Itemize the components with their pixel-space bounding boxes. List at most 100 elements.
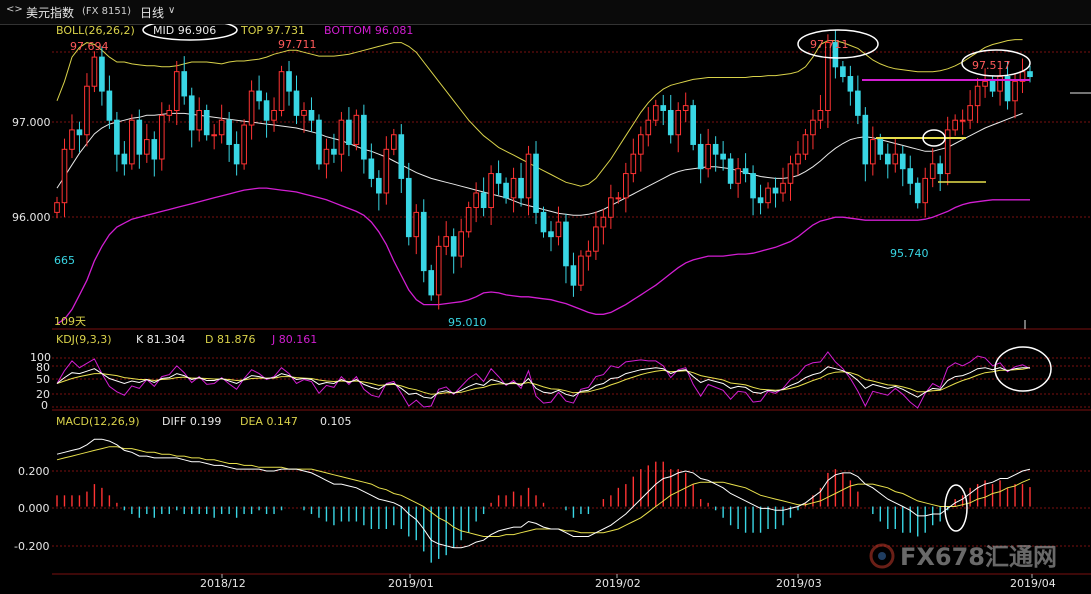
candle-body: [997, 76, 1003, 92]
candle: [735, 158, 741, 198]
candle-body: [413, 211, 420, 238]
candle-body: [503, 182, 509, 199]
candle: [368, 143, 375, 188]
candle-body: [293, 90, 300, 116]
candle-body: [346, 119, 352, 145]
candle: [151, 131, 158, 177]
candle: [540, 206, 547, 238]
candle-body: [697, 143, 704, 170]
candle-body: [817, 109, 824, 121]
candle-body: [675, 109, 682, 136]
candle-body: [518, 177, 524, 199]
candle: [742, 153, 749, 183]
candle-body: [899, 153, 906, 170]
candle-body: [690, 105, 697, 145]
candle: [503, 177, 509, 204]
candle: [76, 121, 83, 153]
boll-mid: MID 96.906: [153, 24, 216, 37]
candle-body: [129, 119, 135, 165]
candle: [136, 109, 143, 169]
macd-plot: [56, 438, 1031, 563]
candle-body: [121, 153, 128, 165]
candle: [593, 211, 599, 260]
candle-body: [937, 163, 944, 175]
candle: [495, 160, 502, 195]
period-select[interactable]: 日线: [140, 6, 165, 20]
back-arrows-icon[interactable]: <>: [6, 4, 23, 15]
candle-body: [608, 197, 614, 218]
candle-body: [623, 173, 629, 199]
candle: [91, 51, 98, 93]
candle: [196, 97, 203, 142]
candle: [420, 199, 427, 283]
candle-body: [151, 139, 158, 160]
candle: [667, 94, 674, 144]
candle-body: [286, 71, 292, 92]
candle-body: [780, 182, 786, 194]
candle-body: [952, 119, 958, 131]
candle-body: [435, 245, 442, 296]
candle-body: [578, 255, 584, 286]
kdj-tick-0: 0: [41, 399, 48, 412]
chevron-down-icon[interactable]: ∨: [168, 5, 176, 16]
candle: [316, 114, 322, 170]
macd-value: 0.105: [320, 415, 352, 428]
symbol-name: 美元指数: [26, 6, 75, 20]
kdj-tick-100: 100: [30, 351, 51, 364]
candle: [630, 138, 637, 183]
macd-tick-neg: -0.200: [14, 540, 49, 553]
kdj-k: K 81.304: [136, 333, 185, 346]
candle-body: [593, 226, 599, 252]
candle-body: [420, 211, 427, 272]
candle-body: [600, 216, 607, 228]
candle: [937, 155, 944, 192]
candle-body: [218, 119, 225, 136]
candle: [473, 182, 479, 223]
candle: [892, 138, 899, 173]
candle-body: [645, 119, 652, 136]
candle-body: [106, 90, 113, 121]
candle: [323, 138, 330, 179]
macd-tick-pos: 0.200: [18, 465, 50, 478]
candle: [907, 155, 914, 195]
candle: [832, 29, 839, 79]
candle: [705, 128, 711, 178]
candle-body: [308, 109, 315, 121]
kdj-j-line: [56, 351, 1031, 409]
candle: [211, 124, 217, 150]
candle: [293, 75, 300, 125]
candle: [129, 114, 135, 170]
annotation-high-1: 97.694: [70, 40, 109, 53]
candle: [675, 102, 682, 153]
candle: [637, 126, 644, 172]
candle: [982, 68, 988, 98]
highlight-circle: [797, 29, 879, 59]
candle: [608, 184, 614, 229]
candle-body: [368, 158, 375, 179]
candle: [510, 167, 517, 213]
candle: [398, 124, 405, 193]
candle: [271, 97, 277, 132]
candle: [331, 133, 337, 163]
candle-body: [855, 90, 861, 116]
boll-top-line: [56, 39, 1023, 187]
candle: [84, 73, 90, 147]
candle-body: [196, 109, 203, 131]
highlight-circle: [994, 346, 1052, 392]
candle-body: [525, 153, 532, 199]
candle: [263, 92, 270, 138]
candle: [390, 128, 397, 156]
candle: [645, 107, 652, 147]
drawn-lines: [862, 79, 1091, 329]
candle: [346, 107, 352, 157]
candle-body: [847, 76, 854, 92]
candle-body: [563, 221, 569, 267]
candle-body: [376, 177, 382, 194]
candle: [884, 143, 891, 179]
candle-body: [750, 173, 756, 199]
candle-body: [944, 129, 951, 175]
watermark-text: FX678汇通网: [900, 543, 1057, 571]
kdj-tick-80: 80: [36, 361, 50, 374]
macd-dea-line: [56, 446, 1031, 537]
macd-diff: DIFF 0.199: [162, 415, 221, 428]
